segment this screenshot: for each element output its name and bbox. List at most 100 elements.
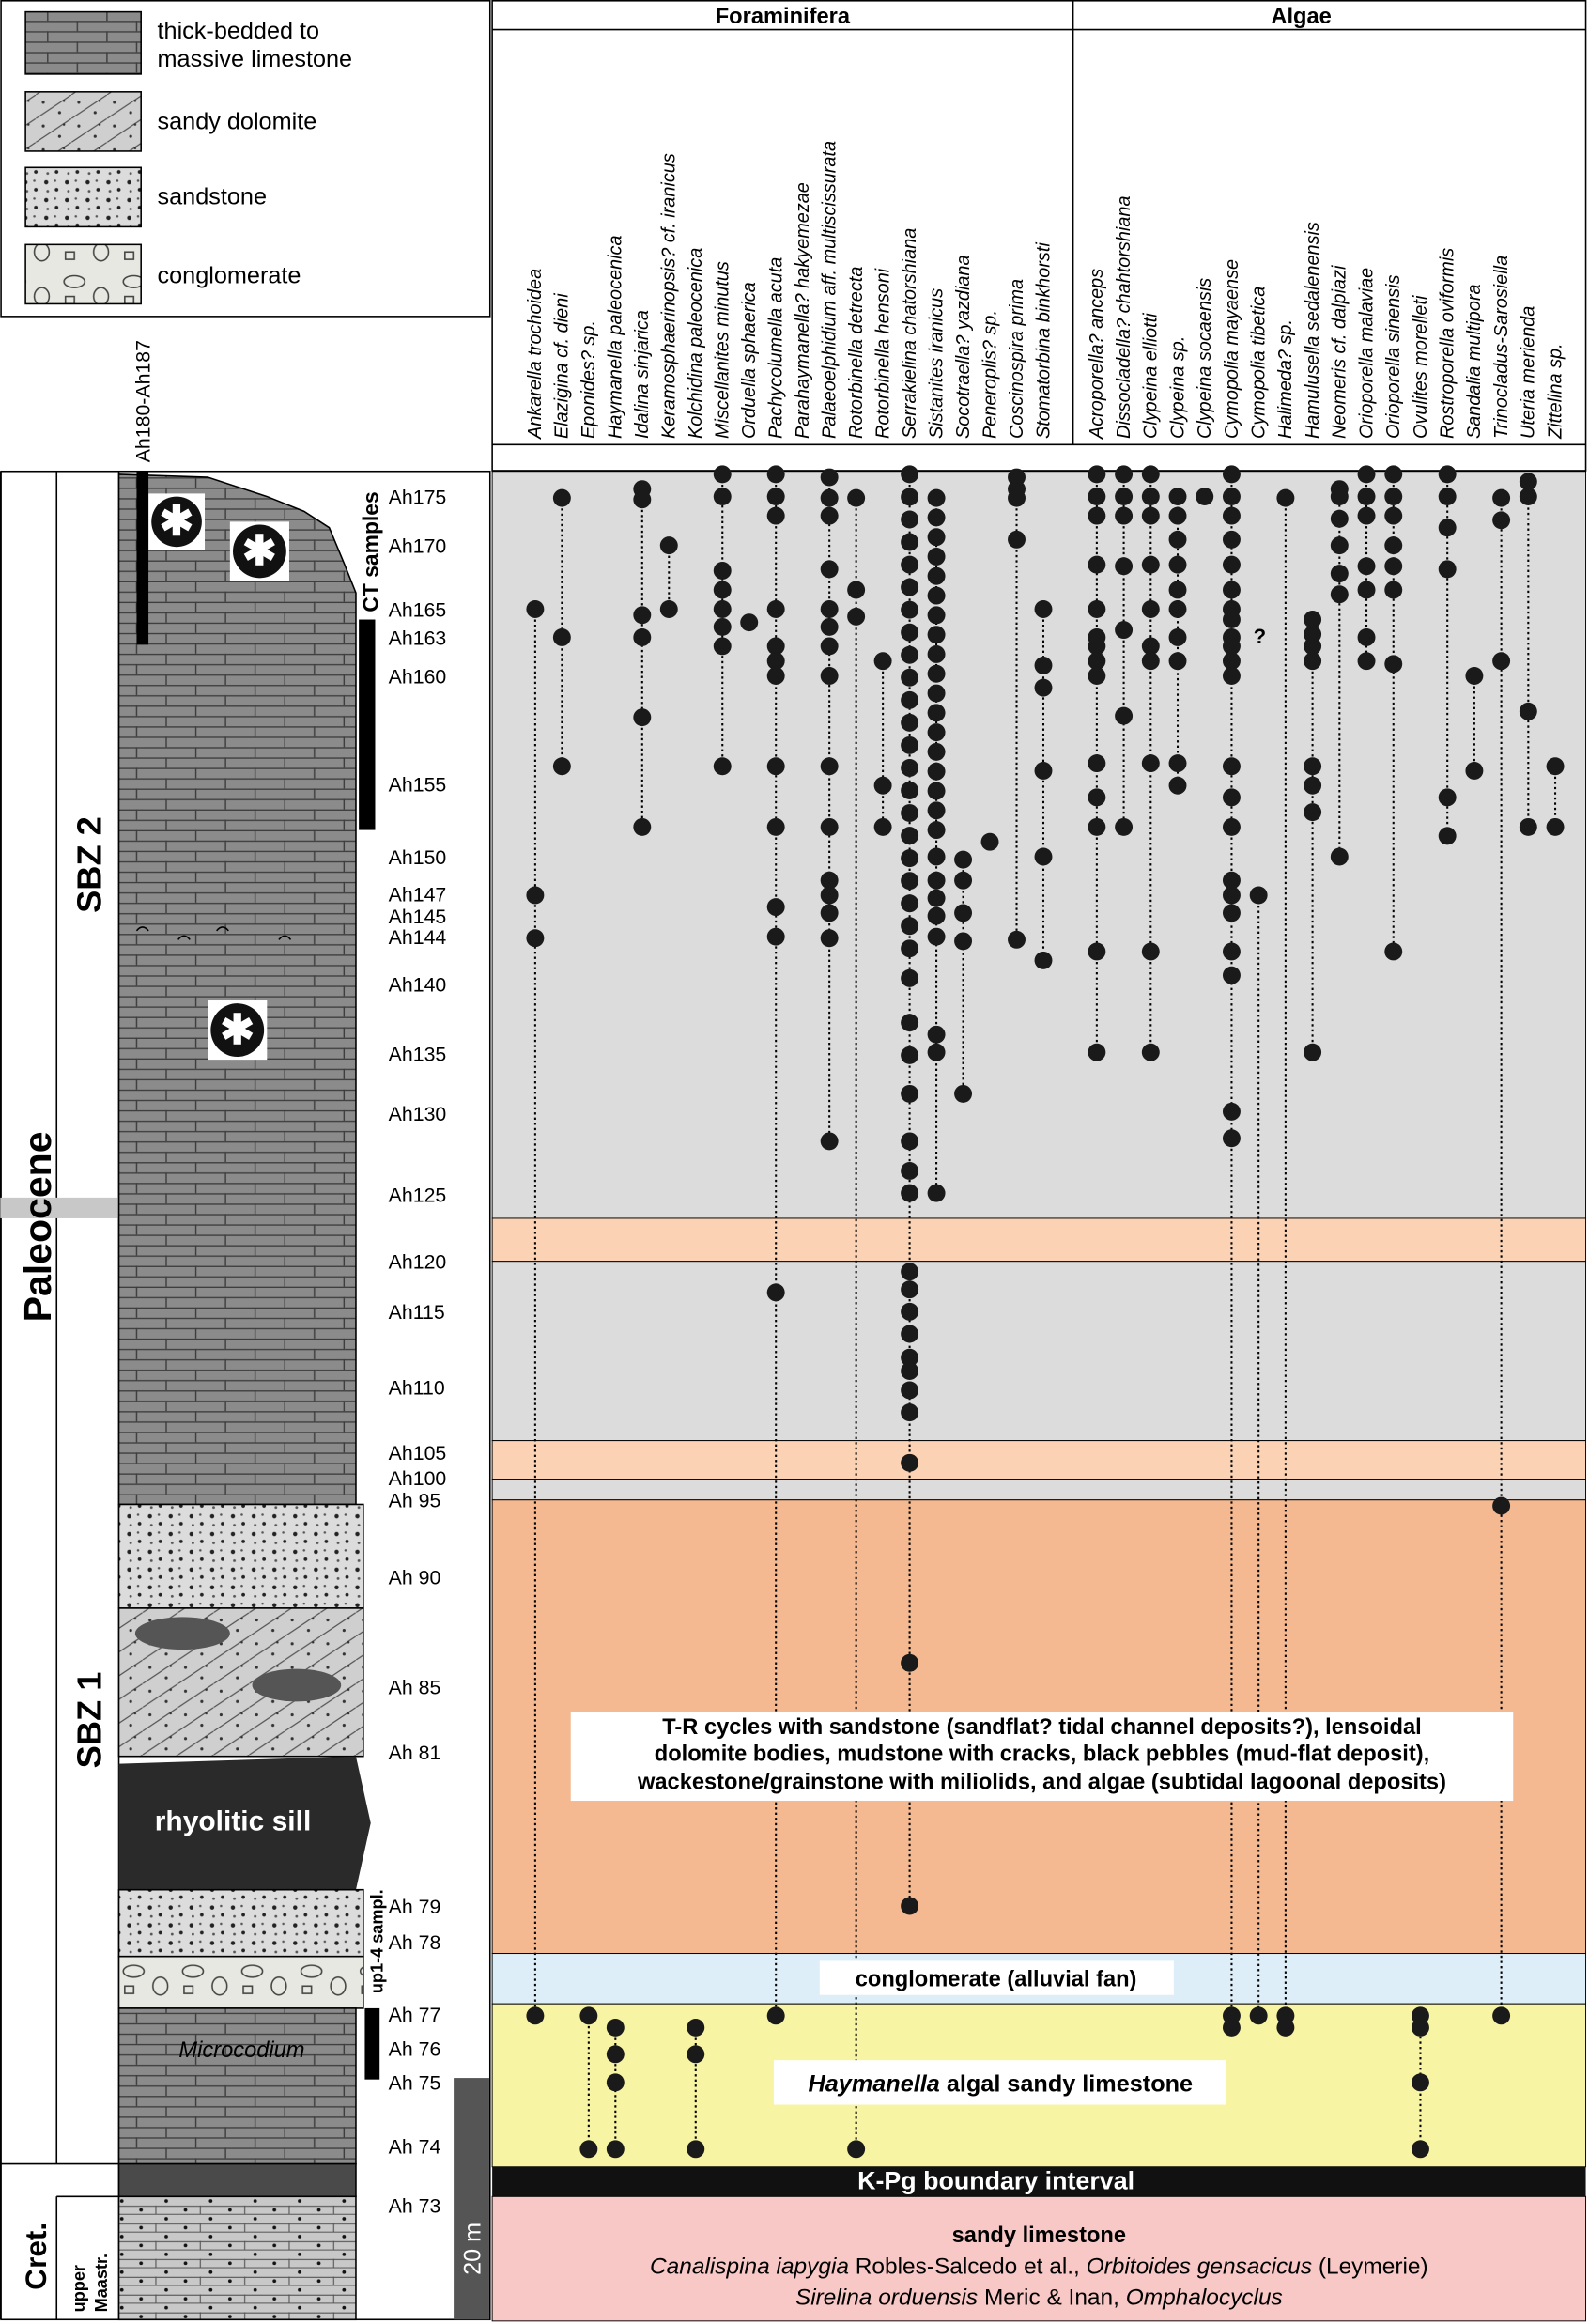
facies-bands — [491, 471, 1587, 2322]
band — [491, 2195, 1587, 2322]
occurrence-dot — [901, 804, 919, 823]
occurrence-dot — [1357, 652, 1376, 671]
taxon-name: Peneroplis? sp. — [980, 310, 1000, 439]
occurrence-dot — [927, 821, 946, 840]
sample-label: Ah 73 — [389, 2195, 441, 2218]
occurrence-dot — [1222, 886, 1241, 905]
occurrence-dot — [901, 1348, 919, 1367]
occurrence-dot — [1304, 1043, 1322, 1061]
occurrence-dot — [901, 1381, 919, 1400]
sample-range: Ah180-Ah187 — [132, 340, 155, 462]
occurrence-dot — [927, 566, 946, 585]
occurrence-dot — [1088, 637, 1106, 656]
occurrence-dot — [847, 488, 866, 507]
occurrence-dot — [927, 684, 946, 703]
occurrence-dot — [901, 1263, 919, 1281]
occurrence-dot — [1249, 886, 1268, 905]
occurrences — [526, 465, 1565, 2159]
occurrence-dot — [1357, 581, 1376, 599]
waves — [135, 926, 292, 940]
occurrence-dot — [766, 2006, 785, 2025]
occurrence-dot — [1008, 530, 1026, 549]
occurrence-dot — [901, 758, 919, 777]
occurrence-dot — [766, 667, 785, 685]
occurrence-dot — [980, 832, 999, 851]
occurrence-dot — [1222, 871, 1241, 890]
occurrence-dot — [713, 465, 732, 484]
sample-label: Ah 76 — [389, 2037, 441, 2060]
taxon-name: Clypeina sp. — [1167, 336, 1188, 439]
kpg-layer — [117, 2162, 357, 2198]
occurrence-dot — [713, 488, 732, 506]
occurrence-dot — [766, 757, 785, 776]
occurrence-dot — [1384, 506, 1403, 525]
occurrence-dot — [927, 704, 946, 722]
occurrence-dot — [1465, 761, 1484, 780]
microcodium-label: Microcodium — [178, 2038, 304, 2063]
stage: Maastr. — [92, 2254, 111, 2312]
occurrence-dot — [1196, 488, 1214, 506]
occurrence-dot — [766, 488, 785, 506]
occurrence-dot — [1519, 702, 1537, 720]
query: ? — [1254, 625, 1267, 648]
occurrence-dot — [1115, 488, 1134, 506]
occurrence-dot — [766, 898, 785, 917]
occurrence-dot — [954, 850, 973, 869]
occurrence-dot — [901, 782, 919, 799]
taxon-name: Keramosphaerinopsis? cf. iranicus — [659, 153, 680, 439]
occurrence-dot — [1168, 506, 1187, 525]
occurrence-dot — [954, 871, 973, 890]
occurrence-dot — [927, 906, 946, 925]
occurrence-dot — [1168, 581, 1187, 599]
taxon-name: Idalina sinjarica — [632, 310, 653, 439]
facies-text: T-R cycles with sandstone (sandflat? tid… — [662, 1715, 1421, 1740]
limestone — [117, 2007, 357, 2165]
taxon-name: Socotraella? yazdiana — [953, 255, 974, 439]
occurrence-dot — [1546, 817, 1565, 836]
sample-label: Ah160 — [389, 665, 447, 688]
taxon-name: Zittelina sp. — [1545, 343, 1566, 440]
sample-label: Ah165 — [389, 598, 447, 621]
taxon-name: Palaeoelphidium aff. multiscissurata — [819, 141, 840, 439]
occurrence-dot — [766, 927, 785, 946]
occurrence-dot — [1088, 1043, 1106, 1061]
occurrence-dot — [1411, 2140, 1429, 2159]
occurrence-dot — [1141, 942, 1160, 961]
occurrence-dot — [1384, 557, 1403, 576]
text-box — [819, 1960, 1174, 1995]
occurrence-dot — [954, 932, 973, 951]
occurrence-dot — [901, 1046, 919, 1064]
taxon-name: Haymanella paleocenica — [606, 235, 626, 439]
occurrence-dot — [526, 886, 545, 905]
sample-label: Ah115 — [389, 1301, 445, 1324]
taxon-name: Rotorbinella hensoni — [872, 268, 893, 439]
text-run: Meric & Inan, — [978, 2285, 1126, 2310]
occurrence-dot — [927, 548, 946, 566]
occurrence-dot — [901, 939, 919, 958]
occurrence-dot — [1222, 506, 1241, 525]
occurrence-dot — [1034, 656, 1053, 674]
occurrence-dot — [766, 1283, 785, 1302]
occurrence-dot — [1438, 465, 1457, 484]
zone-boundary — [0, 1197, 119, 1218]
legend: thick-bedded to massive limestone sandy … — [0, 0, 491, 318]
occurrence-dot — [820, 600, 839, 618]
star-icons: ✱ ✱ ✱ — [148, 493, 289, 1061]
occurrence-dot — [847, 607, 866, 626]
occurrence-dot — [1115, 557, 1134, 576]
occurrence-dot — [1330, 847, 1349, 866]
occurrence-dot — [901, 894, 919, 913]
occurrence-dot — [1304, 803, 1322, 822]
occurrence-dot — [901, 1403, 919, 1422]
occurrence-dot — [1034, 847, 1053, 866]
occurrence-dot — [1168, 555, 1187, 574]
occurrence-dot — [1438, 488, 1457, 506]
occurrence-dot — [1384, 465, 1403, 484]
taxon-name: Ovulites morelleti — [1411, 295, 1431, 439]
occurrence-dot — [579, 2140, 598, 2159]
occurrence-dot — [552, 488, 571, 507]
sill-label: rhyolitic sill — [155, 1806, 312, 1837]
occurrence-dot — [1141, 488, 1160, 506]
occurrence-dot — [633, 490, 652, 509]
